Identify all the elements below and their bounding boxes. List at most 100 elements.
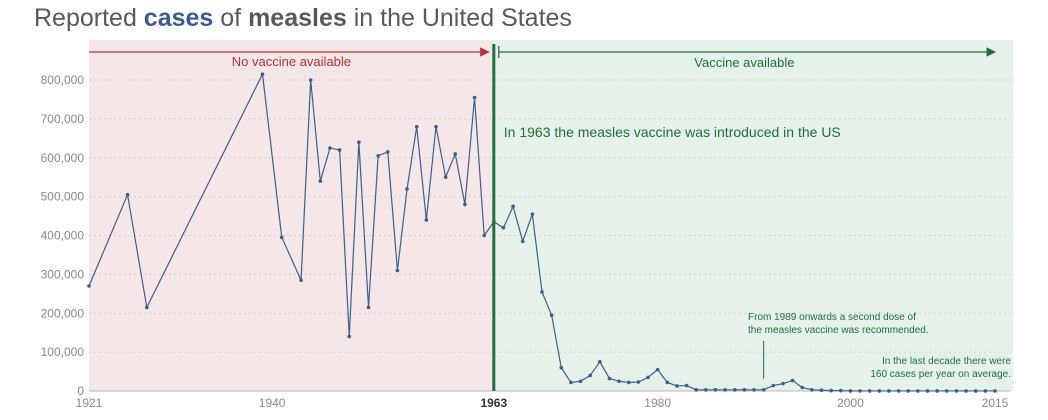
data-point bbox=[617, 379, 621, 384]
data-point bbox=[337, 148, 342, 152]
data-point bbox=[569, 380, 573, 385]
no-vaccine-label: No vaccine available bbox=[232, 54, 351, 69]
data-point bbox=[636, 380, 641, 384]
data-point bbox=[588, 373, 592, 378]
y-tick-label: 500,000 bbox=[41, 190, 85, 204]
data-point bbox=[520, 239, 525, 244]
data-point bbox=[752, 388, 756, 392]
y-tick-label: 100,000 bbox=[41, 345, 85, 359]
data-points bbox=[87, 72, 997, 393]
data-point bbox=[858, 389, 862, 393]
data-point bbox=[125, 192, 130, 197]
pre-vaccine-band bbox=[89, 40, 494, 391]
y-tick-label: 300,000 bbox=[41, 267, 85, 281]
post-vaccine-band bbox=[493, 40, 1014, 391]
x-tick-label: 1940 bbox=[259, 396, 286, 410]
data-point bbox=[790, 378, 795, 383]
y-tick-label: 0 bbox=[77, 384, 84, 398]
x-tick-label: 1980 bbox=[644, 396, 671, 410]
data-point bbox=[472, 95, 477, 100]
data-point bbox=[973, 389, 978, 393]
data-point bbox=[299, 278, 303, 283]
y-axis: 0 100,000 200,000 300,000 400,000 500,000 600,… bbox=[41, 73, 85, 398]
title-prefix: Reported bbox=[34, 4, 144, 32]
data-point bbox=[424, 218, 429, 222]
data-point bbox=[906, 389, 911, 393]
data-point bbox=[877, 389, 882, 393]
data-point bbox=[694, 388, 699, 392]
second-dose-annotation-line1: From 1989 onwards a second dose of bbox=[748, 312, 916, 323]
data-point bbox=[935, 389, 939, 393]
data-point bbox=[443, 175, 448, 179]
data-point bbox=[723, 388, 727, 392]
data-point bbox=[675, 384, 679, 388]
data-point bbox=[511, 204, 515, 209]
data-point bbox=[366, 305, 371, 310]
y-tick-label: 200,000 bbox=[41, 306, 85, 320]
data-point bbox=[405, 187, 409, 191]
data-point bbox=[598, 360, 602, 364]
last-decade-annotation-line2: 160 cases per year on average. bbox=[870, 369, 1011, 380]
data-point bbox=[385, 150, 390, 154]
y-tick-label: 700,000 bbox=[41, 112, 85, 126]
title-keyword-measles: measles bbox=[248, 4, 347, 32]
title-middle: of bbox=[213, 4, 249, 32]
data-point bbox=[646, 375, 650, 380]
data-point bbox=[328, 146, 332, 150]
data-point bbox=[964, 389, 968, 393]
data-point bbox=[607, 376, 612, 381]
chart-title: Reported cases of measles in the United … bbox=[34, 4, 572, 33]
data-point bbox=[713, 388, 718, 392]
y-tick-label: 800,000 bbox=[41, 73, 85, 87]
data-point bbox=[665, 380, 670, 385]
data-point bbox=[704, 388, 708, 392]
data-point bbox=[540, 290, 544, 294]
x-tick-label: 1963 bbox=[480, 396, 507, 410]
data-point bbox=[916, 389, 920, 393]
vaccine-label: Vaccine available bbox=[694, 55, 794, 70]
data-point bbox=[308, 78, 313, 82]
data-point bbox=[453, 152, 458, 156]
data-point bbox=[983, 389, 988, 393]
data-point bbox=[501, 225, 506, 230]
data-point bbox=[993, 389, 997, 393]
data-point bbox=[800, 385, 805, 390]
data-point bbox=[357, 140, 361, 144]
vaccine-intro-annotation: In 1963 the measles vaccine was introduc… bbox=[504, 124, 841, 140]
data-point bbox=[559, 365, 564, 370]
data-point bbox=[376, 154, 380, 158]
data-point bbox=[549, 313, 554, 317]
data-point bbox=[742, 388, 747, 392]
data-point bbox=[771, 383, 776, 388]
y-tick-label: 600,000 bbox=[41, 151, 85, 165]
data-point bbox=[347, 334, 352, 339]
x-tick-label: 2000 bbox=[837, 396, 864, 410]
x-axis: 1921 1940 1963 1980 2000 2015 bbox=[76, 390, 1010, 410]
data-point bbox=[318, 179, 323, 183]
x-tick-label: 1921 bbox=[76, 396, 103, 410]
title-keyword-cases: cases bbox=[143, 4, 214, 32]
data-point bbox=[578, 379, 583, 384]
second-dose-annotation-line2: the measles vaccine was recommended. bbox=[748, 325, 929, 336]
data-point bbox=[819, 388, 824, 393]
title-suffix: in the United States bbox=[346, 4, 572, 32]
data-point bbox=[655, 367, 660, 372]
data-point bbox=[482, 233, 486, 238]
data-point bbox=[887, 389, 891, 393]
data-point bbox=[145, 305, 149, 310]
data-point bbox=[896, 389, 901, 393]
data-point bbox=[87, 284, 91, 288]
data-point bbox=[279, 235, 284, 240]
data-point bbox=[867, 389, 872, 393]
data-point bbox=[395, 268, 400, 273]
data-point bbox=[838, 388, 843, 393]
y-tick-label: 400,000 bbox=[41, 229, 85, 243]
data-point bbox=[684, 383, 689, 388]
data-point bbox=[260, 72, 265, 76]
data-point bbox=[781, 381, 785, 386]
x-tick-label: 2015 bbox=[982, 396, 1009, 410]
data-point bbox=[626, 380, 631, 385]
data-point bbox=[414, 124, 419, 129]
data-point bbox=[530, 212, 535, 216]
